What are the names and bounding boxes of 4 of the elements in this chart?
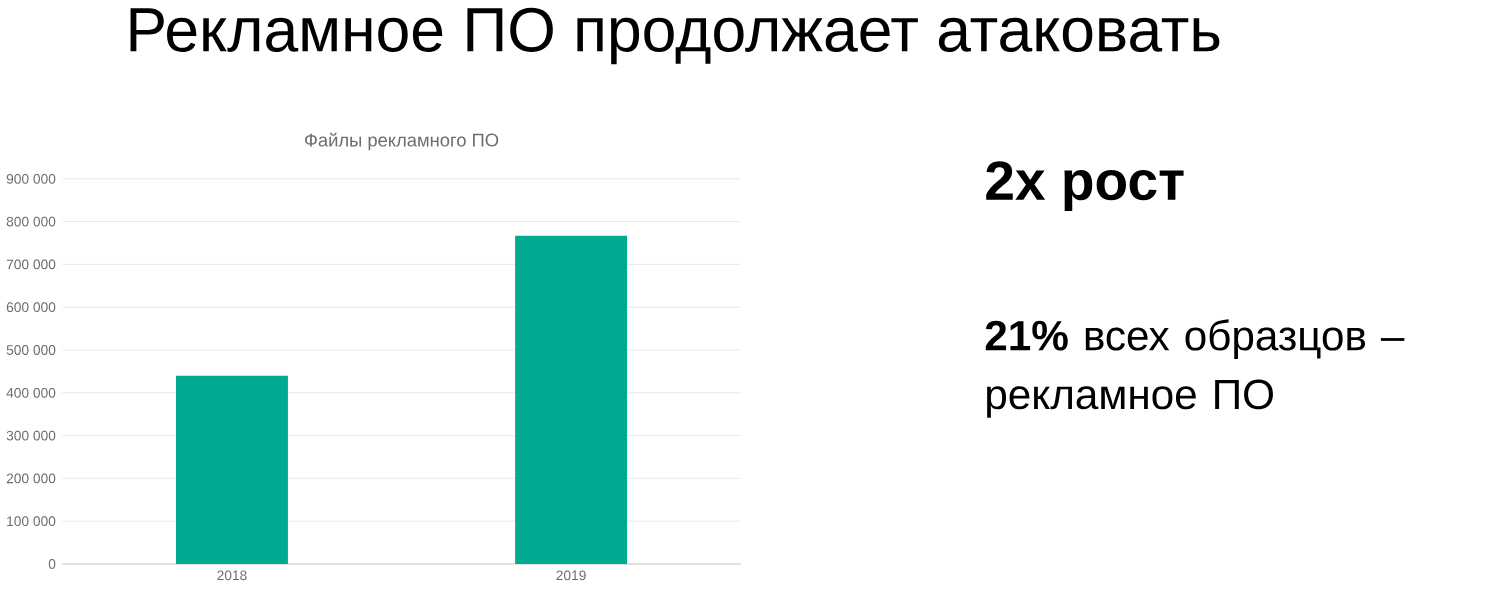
text: Рекламное ПО продолжает атаковать	[130, 7, 1220, 65]
chart-title: Файлы рекламного ПО	[305, 132, 499, 151]
text: 2x рост	[986, 161, 1184, 212]
text: 21% всех образцов – рекламное ПО	[985, 319, 1405, 418]
